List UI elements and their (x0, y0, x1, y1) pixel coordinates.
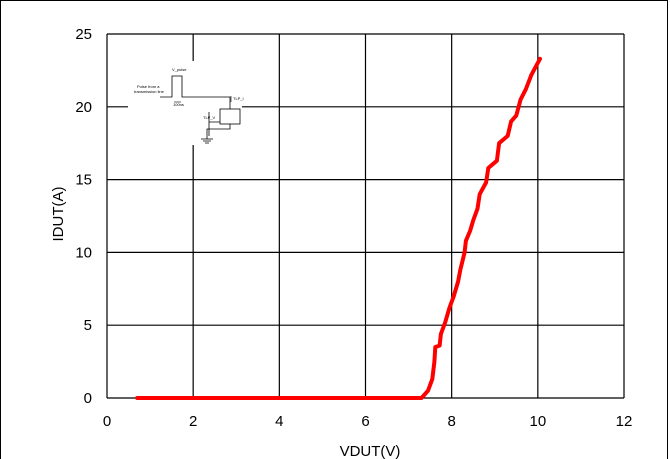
y-tick-label: 25 (75, 26, 92, 43)
x-tick-labels: 0 2 4 6 8 10 12 (103, 413, 633, 430)
x-tick-label: 4 (275, 413, 283, 430)
series-group (135, 56, 542, 400)
x-tick-label: 12 (616, 413, 633, 430)
y-axis-title: IDUT(A) (50, 187, 67, 242)
inset-line-label: transmission line (134, 89, 165, 94)
y-tick-label: 10 (75, 244, 92, 261)
inset-dut-box (219, 108, 241, 125)
series-line (135, 56, 542, 400)
inset-pulse-label: Pulse from a (137, 84, 160, 89)
x-tick-label: 2 (189, 413, 197, 430)
y-tick-label: 5 (84, 317, 92, 334)
y-tick-label: 20 (75, 99, 92, 116)
y-tick-labels: 0 5 10 15 20 25 (75, 26, 92, 407)
inset-tlp-i-label: TLP_I (233, 96, 244, 101)
y-tick-label: 15 (75, 172, 92, 189)
inset-background (128, 61, 242, 145)
x-tick-label: 10 (529, 413, 546, 430)
x-tick-label: 0 (103, 413, 111, 430)
inset-v-pulse-label: V_pulse (172, 67, 187, 72)
inset-ground-symbol (201, 112, 231, 144)
tlp-schematic-inset: V_pulse Pulse from a transmission line 1… (128, 61, 244, 145)
inset-duration-label: 100ns (173, 102, 184, 107)
x-tick-label: 8 (447, 413, 455, 430)
x-tick-label: 6 (361, 413, 369, 430)
x-axis-title: VDUT(V) (340, 443, 401, 459)
y-tick-label: 0 (84, 390, 92, 407)
inset-pulse-wire (160, 75, 231, 109)
